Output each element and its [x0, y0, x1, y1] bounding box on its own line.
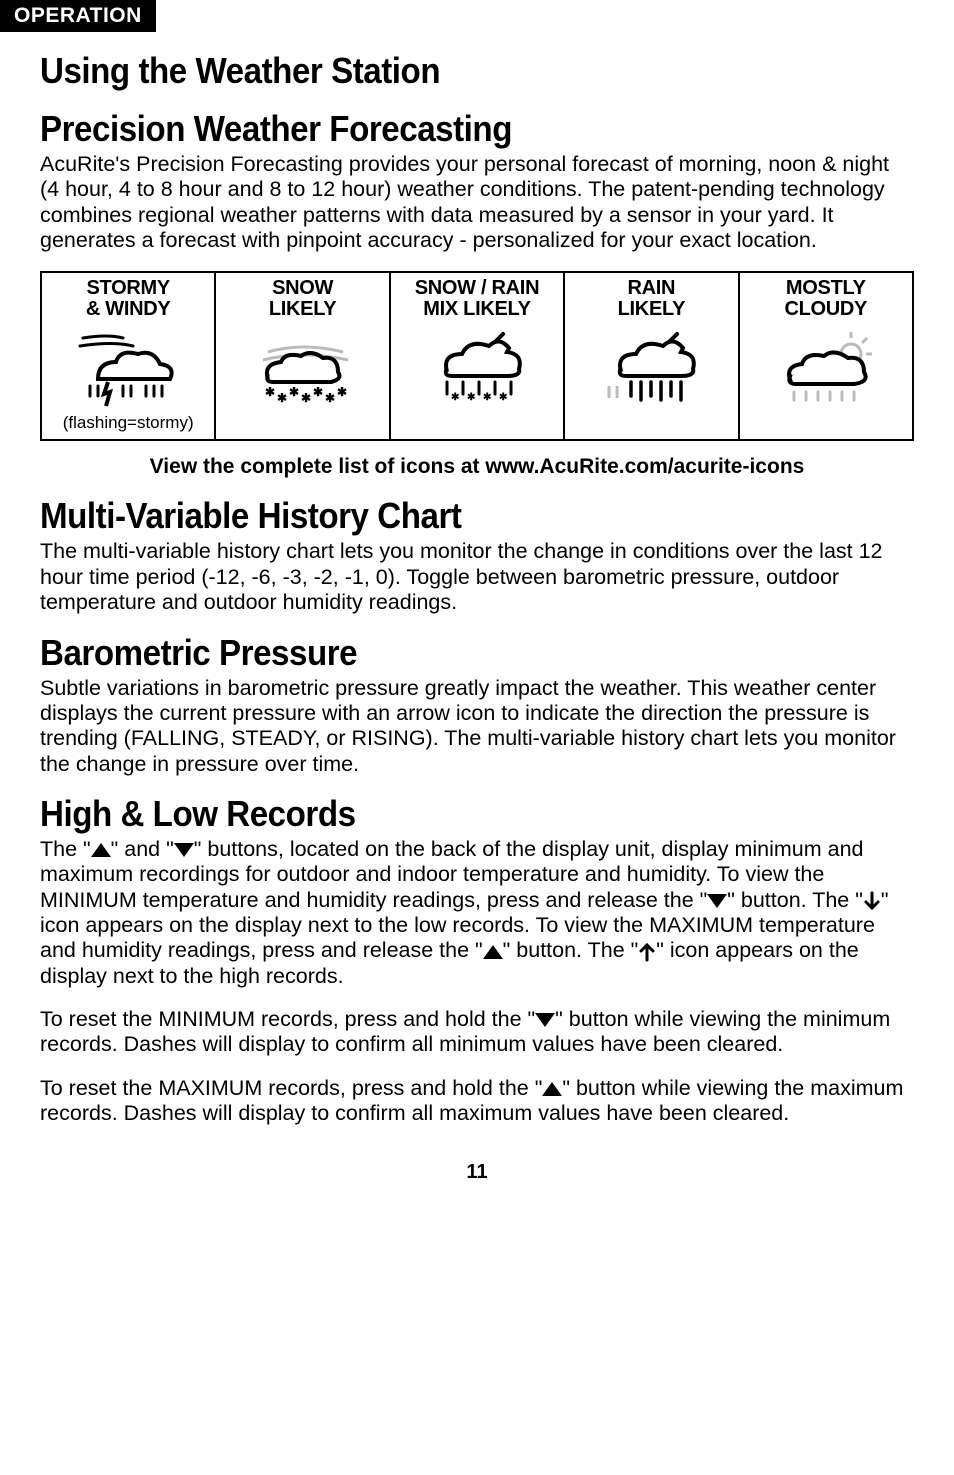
records-p3: To reset the MAXIMUM records, press and … [40, 1076, 914, 1127]
page-number: 11 [40, 1161, 914, 1184]
snow-likely-icon: ✱✱ ✱✱ ✱✱ ✱ [218, 321, 386, 411]
svg-text:✱: ✱ [313, 385, 323, 399]
history-body: The multi-variable history chart lets yo… [40, 539, 914, 615]
icon-label-line1: MOSTLY [786, 278, 866, 299]
forecasting-body: AcuRite's Precision Forecasting provides… [40, 152, 914, 253]
barometric-body: Subtle variations in barometric pressure… [40, 676, 914, 777]
icon-cell-snow: SNOW LIKELY ✱✱ ✱✱ ✱✱ ✱ [215, 272, 389, 440]
triangle-up-icon [91, 843, 111, 857]
icon-label-line2: & WINDY [86, 299, 171, 320]
stormy-windy-icon [44, 321, 212, 411]
rain-likely-icon [567, 321, 735, 411]
svg-text:✱: ✱ [289, 385, 299, 399]
triangle-up-icon [542, 1082, 562, 1096]
svg-text:✱: ✱ [337, 385, 347, 399]
icon-caption: (flashing=stormy) [44, 413, 212, 433]
records-p2: To reset the MINIMUM records, press and … [40, 1007, 914, 1058]
triangle-down-icon [174, 843, 194, 857]
icon-cell-cloudy: MOSTLY CLOUDY [739, 272, 913, 440]
icon-cell-stormy: STORMY & WINDY [41, 272, 215, 440]
svg-text:✱: ✱ [265, 385, 275, 399]
icon-label-line1: RAIN [628, 278, 676, 299]
arrow-up-icon [638, 942, 656, 962]
mostly-cloudy-icon [742, 321, 910, 411]
icon-label-line2: MIX LIKELY [423, 299, 530, 320]
svg-text:✱: ✱ [301, 391, 311, 405]
svg-text:✱: ✱ [483, 392, 492, 403]
svg-text:✱: ✱ [277, 391, 287, 405]
subsection-title-barometric: Barometric Pressure [40, 632, 844, 674]
icons-list-note: View the complete list of icons at www.A… [40, 455, 914, 479]
section-header-band: OPERATION [0, 0, 156, 32]
triangle-down-icon [707, 894, 727, 908]
icon-label-line2: LIKELY [269, 299, 336, 320]
icon-cell-mix: SNOW / RAIN MIX LIKELY [390, 272, 564, 440]
subsection-title-records: High & Low Records [40, 793, 844, 835]
svg-text:✱: ✱ [499, 392, 508, 403]
snow-rain-mix-icon: ✱ ✱ ✱ ✱ [393, 321, 561, 411]
icon-label-line2: CLOUDY [784, 299, 867, 320]
svg-text:✱: ✱ [451, 392, 460, 403]
icon-cell-rain: RAIN LIKELY [564, 272, 738, 440]
subsection-title-history: Multi-Variable History Chart [40, 495, 844, 537]
icon-label-line1: STORMY [86, 278, 169, 299]
svg-text:✱: ✱ [467, 392, 476, 403]
records-p1: The "" and "" buttons, located on the ba… [40, 837, 914, 989]
triangle-up-icon [483, 945, 503, 959]
subsection-title-forecasting: Precision Weather Forecasting [40, 108, 844, 150]
forecast-icons-table: STORMY & WINDY [40, 271, 914, 441]
icon-label-line1: SNOW / RAIN [415, 278, 539, 299]
arrow-down-icon [863, 891, 881, 911]
main-title: Using the Weather Station [40, 50, 844, 92]
svg-text:✱: ✱ [325, 391, 335, 405]
icon-label-line1: SNOW [272, 278, 333, 299]
icon-label-line2: LIKELY [618, 299, 685, 320]
triangle-down-icon [535, 1013, 555, 1027]
